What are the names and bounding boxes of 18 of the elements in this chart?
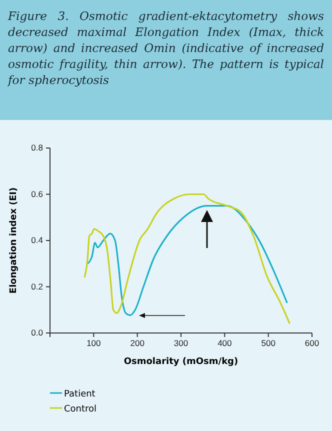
y-tick-label: 0.4 [31,235,44,246]
line-series [86,205,288,316]
x-tick-label: 300 [174,338,188,348]
x-tick-label: 500 [261,338,276,348]
y-tick-label: 0.2 [31,281,44,292]
x-tick-label: 100 [86,338,102,348]
y-tick-label: 0.6 [31,188,44,199]
legend-label: Control [64,404,97,414]
x-tick-label: 200 [130,338,145,348]
legend-label: Patient [64,390,96,400]
text: 0.0 [31,328,43,338]
x-tick-label: 600 [304,338,320,348]
x-tick-label: 400 [218,338,232,348]
x-axis-title: Osmolarity (mOsm/kg) [124,357,238,367]
y-axis-title: Elongation index (EI) [9,187,19,294]
chart-title: Figure 3. Osmotic gradient-ektacytometry shows decreased maximal Elongation Index (Imax, thick arrow) and increased Omin (indicative of increased osmotic fragility, thin arrow). The pattern is typical for spherocytosis [0,0,332,120]
line-series [84,193,291,325]
y-tick-label: 0.8 [31,142,44,153]
